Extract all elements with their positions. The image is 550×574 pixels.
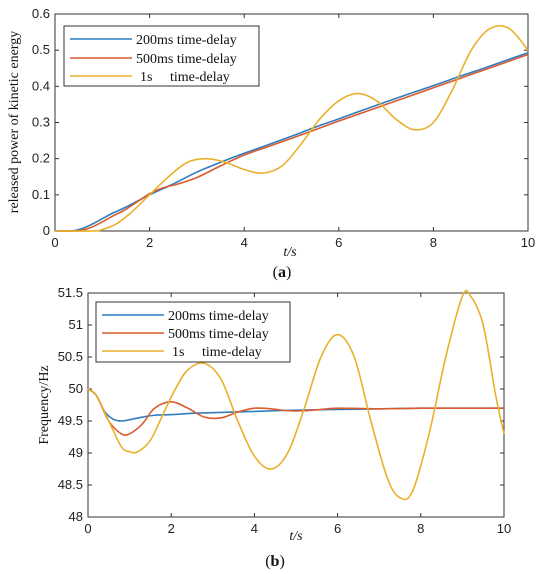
legend-box (95, 301, 291, 363)
y-tick-label: 0.3 (32, 115, 50, 130)
series-line-2 (54, 53, 529, 232)
legend: 200ms time-delay 500ms time-delay 1s tim… (95, 301, 291, 363)
x-tick-label: 2 (146, 235, 153, 250)
legend: 200ms time-delay 500ms time-delay 1s tim… (63, 25, 260, 87)
x-axis-label: t/s (283, 245, 297, 260)
y-tick-label: 48.5 (58, 477, 83, 492)
y-tick-label: 50.5 (58, 349, 83, 364)
y-tick-label: 49.5 (58, 413, 83, 428)
panel-b: 48 48.5 49 49.5 50 50.5 51 51.5 0 2 4 6 8 10 Frequen… (37, 285, 511, 570)
x-tick-label: 4 (251, 521, 258, 536)
legend-label-200ms: 200ms time-delay (168, 309, 269, 324)
legend-label-200ms: 200ms time-delay (136, 33, 237, 48)
legend-label-500ms: 500ms time-delay (136, 52, 237, 67)
y-tick-label: 0.1 (32, 187, 50, 202)
x-ticks: 0 2 4 6 8 10 (84, 293, 511, 536)
legend-label-1s: 1s time-delay (172, 345, 262, 360)
series-line-3 (87, 289, 505, 501)
y-tick-label: 0.2 (32, 151, 50, 166)
series-lines (87, 289, 505, 501)
y-axis-label: released power of kinetic energy (7, 31, 22, 213)
series-line-2 (87, 388, 504, 436)
y-tick-label: 49 (69, 445, 83, 460)
y-axis-label: Frequency/Hz (37, 365, 52, 444)
x-tick-label: 10 (497, 521, 511, 536)
series-line-1 (54, 51, 529, 232)
x-tick-label: 6 (334, 521, 341, 536)
x-tick-label: 2 (168, 521, 175, 536)
x-tick-label: 8 (430, 235, 437, 250)
y-ticks: 48 48.5 49 49.5 50 50.5 51 51.5 (58, 285, 504, 524)
series-lines (54, 24, 529, 232)
y-tick-label: 0.5 (32, 42, 50, 57)
series-line-3 (54, 24, 529, 232)
x-axis-label: t/s (289, 529, 303, 544)
y-tick-label: 48 (69, 509, 83, 524)
y-tick-label: 51 (69, 317, 83, 332)
x-tick-label: 4 (241, 235, 248, 250)
y-tick-label: 51.5 (58, 285, 83, 300)
y-tick-label: 0 (43, 223, 50, 238)
x-tick-label: 0 (51, 235, 58, 250)
y-tick-label: 0.6 (32, 6, 50, 21)
x-ticks: 0 2 4 6 8 10 (51, 14, 535, 250)
panel-b-caption: (b) (265, 553, 285, 570)
x-tick-label: 10 (521, 235, 535, 250)
legend-label-1s: 1s time-delay (140, 70, 230, 85)
panel-a-caption: (a) (273, 264, 292, 281)
x-tick-label: 0 (84, 521, 91, 536)
x-tick-label: 6 (335, 235, 342, 250)
y-tick-label: 50 (69, 381, 83, 396)
y-ticks: 0 0.1 0.2 0.3 0.4 0.5 0.6 (32, 6, 528, 238)
panel-a: 0 0.1 0.2 0.3 0.4 0.5 0.6 0 2 4 6 8 10 released pow… (7, 6, 535, 281)
y-tick-label: 0.4 (32, 78, 50, 93)
legend-label-500ms: 500ms time-delay (168, 327, 269, 342)
x-tick-label: 8 (417, 521, 424, 536)
